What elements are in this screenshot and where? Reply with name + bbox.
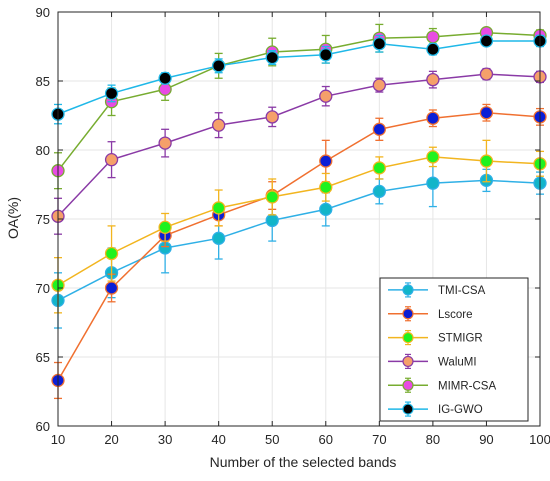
x-tick-label: 50: [265, 432, 279, 447]
data-point: [372, 37, 386, 51]
y-tick-label: 80: [36, 143, 50, 158]
data-point: [104, 281, 119, 295]
legend-label: WaluMI: [438, 356, 477, 368]
legend-label: STMIGR: [438, 333, 483, 345]
y-axis-label: OA(%): [5, 197, 21, 239]
legend-label: MIMR-CSA: [438, 380, 496, 392]
data-point: [265, 110, 279, 124]
data-point: [426, 176, 440, 190]
data-point: [426, 150, 440, 164]
data-point: [265, 213, 279, 228]
legend-item: IG-GWO: [388, 401, 483, 417]
x-axis-label: Number of the selected bands: [210, 454, 397, 470]
data-point: [479, 34, 494, 48]
legend-item: WaluMI: [388, 353, 477, 370]
series-line: [57, 156, 541, 286]
data-point: [104, 246, 119, 261]
data-point: [158, 71, 172, 85]
legend-marker: [402, 331, 414, 344]
data-point: [319, 48, 333, 62]
data-point: [479, 67, 494, 81]
y-tick-label: 65: [36, 350, 50, 365]
x-tick-label: 80: [426, 432, 440, 447]
data-point: [319, 202, 333, 216]
legend-label: Lscore: [438, 309, 473, 321]
x-tick-label: 20: [104, 432, 118, 447]
data-point: [212, 118, 226, 132]
data-point: [372, 184, 386, 199]
series-ig-gwo: [51, 34, 547, 125]
data-point: [158, 82, 172, 96]
legend-marker: [402, 284, 414, 296]
data-point: [479, 106, 494, 120]
x-tick-label: 90: [479, 432, 493, 447]
data-point: [212, 59, 226, 73]
data-point: [104, 153, 119, 167]
y-tick-label: 90: [36, 5, 50, 20]
data-point: [426, 111, 440, 125]
x-tick-label: 70: [372, 432, 386, 447]
data-point: [479, 154, 494, 168]
data-point: [319, 180, 333, 194]
data-point: [265, 50, 279, 65]
series-walumi: [51, 67, 547, 235]
legend-item: STMIGR: [388, 329, 483, 346]
legend-item: MIMR-CSA: [388, 377, 496, 393]
data-point: [104, 86, 119, 101]
data-point: [319, 154, 333, 168]
data-point: [212, 231, 226, 245]
y-tick-label: 60: [36, 419, 50, 434]
series-line: [57, 31, 541, 172]
data-point: [372, 161, 386, 175]
data-point: [426, 72, 440, 87]
y-tick-label: 85: [36, 74, 50, 89]
legend-label: IG-GWO: [438, 404, 483, 416]
data-point: [158, 220, 172, 234]
data-point: [426, 42, 440, 56]
series-line: [57, 179, 541, 302]
x-axis-ticks: 10 20 30 40 50 60 70 80 90 100: [51, 12, 550, 447]
series-line: [57, 73, 541, 217]
series-line: [57, 40, 540, 115]
legend-marker: [402, 355, 414, 368]
legend-item: Lscore: [388, 306, 473, 322]
legend-marker: [402, 308, 414, 320]
legend-item: TMI-CSA: [388, 282, 486, 298]
x-tick-label: 10: [51, 432, 65, 447]
data-point: [319, 89, 333, 103]
data-point: [426, 30, 440, 44]
data-point: [265, 190, 279, 204]
x-tick-label: 100: [529, 432, 550, 447]
legend-marker: [402, 379, 414, 391]
legend-marker: [402, 403, 414, 415]
legend-label: TMI-CSA: [438, 285, 486, 297]
data-point: [158, 136, 172, 150]
legend-box: [379, 277, 529, 422]
data-point: [372, 78, 386, 92]
x-tick-label: 30: [158, 432, 172, 447]
x-tick-label: 40: [211, 432, 225, 447]
legend: TMI-CSA Lscore STMIGR WaluMI MIMR-CSA IG-GWO: [379, 277, 529, 422]
series-layer: [51, 23, 547, 400]
y-tick-label: 75: [36, 212, 50, 227]
x-tick-label: 60: [319, 432, 333, 447]
y-tick-label: 70: [36, 281, 50, 296]
data-point: [372, 122, 386, 136]
data-point: [212, 201, 226, 215]
series-line: [57, 111, 541, 381]
y-axis-ticks: 60 65 70 75 80 85 90: [36, 5, 540, 434]
